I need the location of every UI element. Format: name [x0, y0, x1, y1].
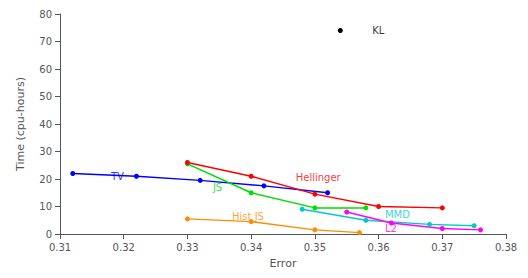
svg-text:40: 40 — [39, 119, 52, 130]
svg-text:30: 30 — [39, 146, 52, 157]
svg-text:0.33: 0.33 — [176, 242, 198, 253]
svg-text:JS: JS — [212, 182, 222, 193]
svg-text:TV: TV — [110, 171, 124, 182]
svg-text:20: 20 — [39, 174, 52, 185]
svg-text:Time (cpu-hours): Time (cpu-hours) — [14, 77, 27, 172]
svg-text:KL: KL — [372, 25, 385, 36]
svg-text:MMD: MMD — [385, 209, 410, 220]
svg-text:10: 10 — [39, 201, 52, 212]
svg-text:50: 50 — [39, 91, 52, 102]
svg-text:Hellinger: Hellinger — [296, 172, 342, 183]
svg-text:0: 0 — [46, 229, 52, 240]
svg-text:0.34: 0.34 — [240, 242, 262, 253]
svg-text:0.32: 0.32 — [113, 242, 135, 253]
svg-text:80: 80 — [39, 9, 52, 20]
svg-text:70: 70 — [39, 36, 52, 47]
svg-text:0.31: 0.31 — [49, 242, 71, 253]
svg-text:0.36: 0.36 — [367, 242, 389, 253]
svg-text:Error: Error — [270, 257, 297, 270]
svg-text:L2: L2 — [385, 223, 397, 234]
svg-text:0.38: 0.38 — [495, 242, 517, 253]
svg-text:0.35: 0.35 — [304, 242, 326, 253]
svg-text:Hist JS: Hist JS — [232, 211, 264, 222]
svg-text:60: 60 — [39, 64, 52, 75]
svg-text:0.37: 0.37 — [431, 242, 453, 253]
